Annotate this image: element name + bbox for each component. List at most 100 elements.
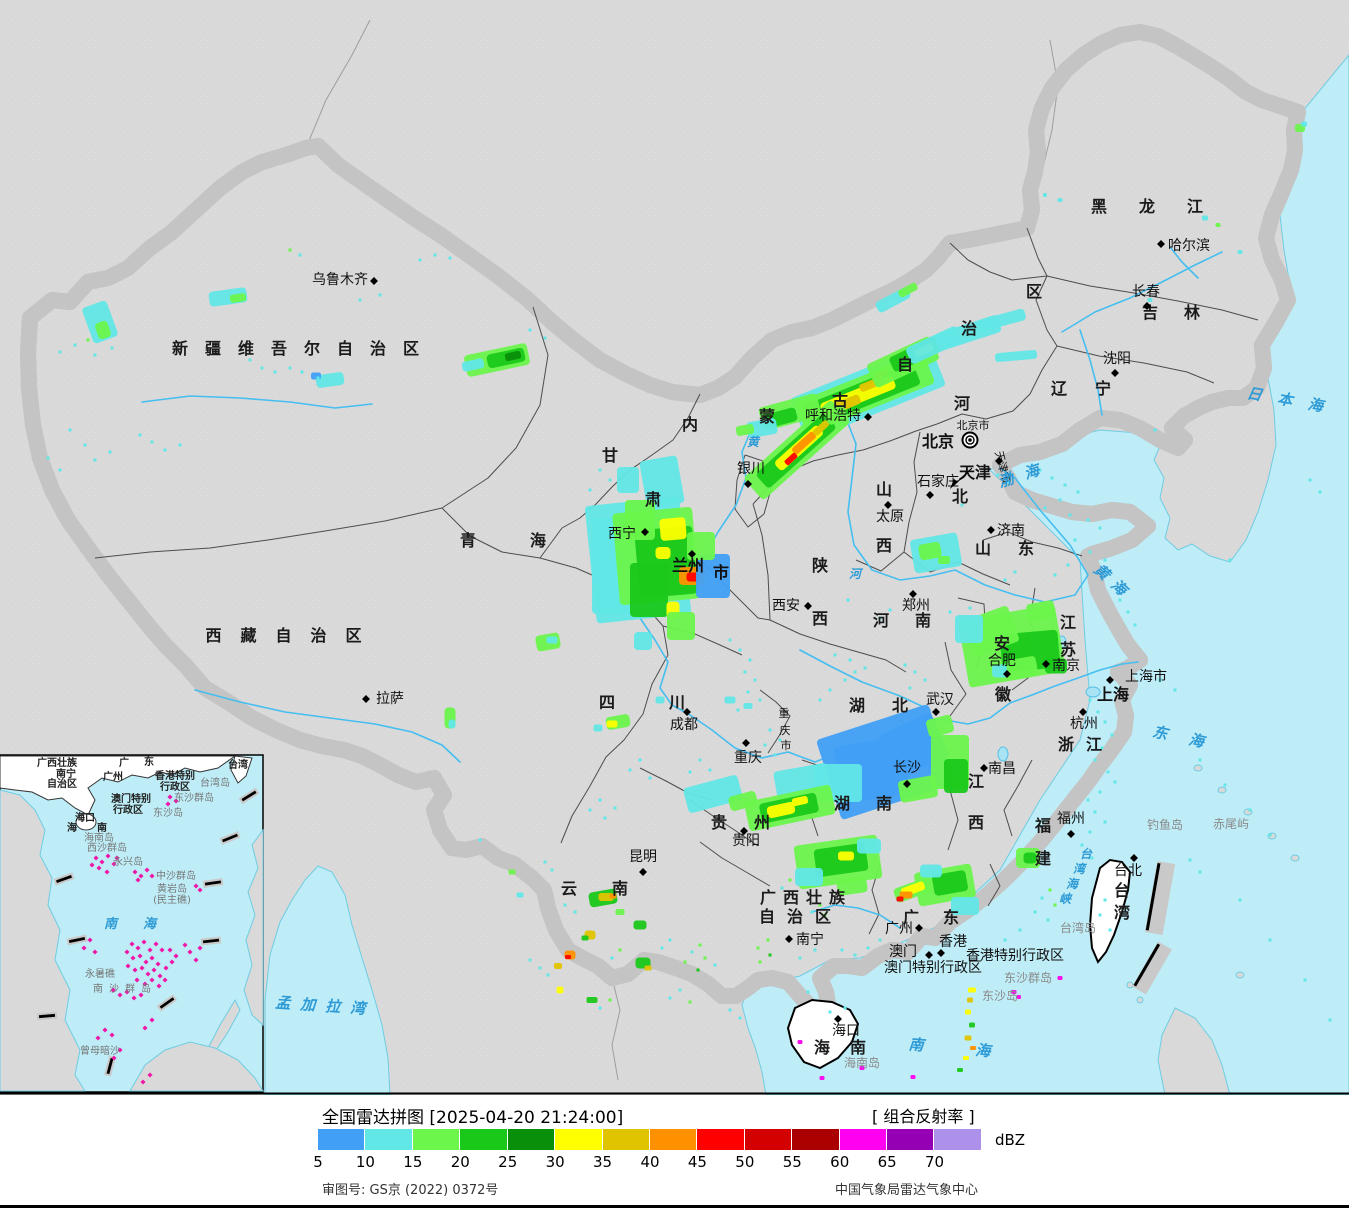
map-label: 石家庄 [917, 473, 959, 490]
radar-speckle [178, 443, 182, 447]
radar-speckle [648, 776, 652, 780]
radar-cell [639, 455, 685, 509]
radar-cell [735, 424, 755, 436]
radar-speckle [668, 996, 672, 1000]
map-label: 徽 [994, 685, 1012, 704]
radar-speckle [1090, 856, 1094, 860]
radar-speckle [1268, 938, 1272, 942]
sea-bay-of-bengal [264, 865, 391, 1096]
radar-speckle [1318, 490, 1322, 494]
radar-speckle [93, 458, 97, 462]
city-marker [362, 695, 370, 703]
radar-speckle [546, 973, 550, 977]
radar-speckle [878, 616, 882, 620]
map-label: 济南 [997, 523, 1025, 539]
radar-speckle [713, 963, 717, 967]
map-label: 江 [1060, 613, 1076, 632]
map-label: 长春 [1132, 284, 1160, 300]
taiwan-island [1088, 858, 1132, 964]
map-label: 肃 [645, 490, 661, 509]
inset-china-coast [0, 755, 237, 816]
radar-cell [683, 775, 743, 813]
radar-speckle [806, 990, 810, 994]
radar-cell [836, 876, 868, 896]
dbz-colorbar [318, 1129, 982, 1150]
radar-speckle [908, 686, 912, 690]
colorbar-cell-65 [887, 1129, 935, 1150]
radar-cell [1023, 852, 1037, 864]
radar-cell [898, 282, 918, 298]
radar-speckle [773, 753, 777, 757]
radar-cell [315, 372, 345, 388]
radar-cell [1202, 215, 1208, 221]
radar-speckle [563, 903, 567, 907]
radar-speckle [598, 1006, 602, 1010]
radar-speckle [738, 648, 742, 652]
radar-speckle [690, 950, 694, 954]
map-label: 赤尾屿 [1213, 817, 1249, 831]
radar-speckle [1103, 820, 1107, 824]
map-label: 内 [682, 415, 698, 434]
radar-speckle [743, 670, 747, 674]
map-label: 上海市 [1125, 668, 1167, 685]
radar-speckle [1013, 570, 1017, 574]
radar-speckle [1003, 938, 1007, 942]
map-label: 东沙岛 [982, 988, 1018, 1003]
radar-cell [461, 358, 485, 372]
radar-cell [1147, 298, 1153, 302]
dbz-tick-labels: 5 10 15 20 25 30 35 40 45 50 55 60 65 70 [313, 1153, 1018, 1171]
map-label: 沈阳 [1103, 351, 1131, 367]
inset-philippines [243, 828, 264, 1027]
map-label: 西安 [772, 598, 800, 614]
radar-speckle [1033, 910, 1037, 914]
radar-speckle [603, 816, 607, 820]
radar-cell [825, 405, 847, 425]
map-label: 南 [97, 821, 107, 834]
map-label: 上海 [1097, 685, 1129, 704]
radar-speckle [150, 440, 154, 444]
dash-segment [222, 833, 238, 843]
radar-speckle [683, 960, 687, 964]
radar-speckle [833, 653, 837, 657]
tick-25: 25 [498, 1153, 518, 1171]
radar-speckle [163, 448, 167, 452]
map-label: 合肥 [988, 653, 1016, 669]
map-label: 市 [713, 563, 729, 582]
radar-speckle [1003, 578, 1007, 582]
island-marker [109, 1032, 115, 1038]
map-label: 东 [144, 755, 154, 768]
map-label: 台 [1080, 847, 1093, 861]
radar-cell [1301, 121, 1307, 127]
radar-cell [617, 467, 639, 493]
radar-speckle [1228, 558, 1232, 562]
radar-speckle [1050, 476, 1054, 480]
radar-speckle [543, 860, 547, 864]
colorbar-cell-45 [697, 1129, 745, 1150]
radar-speckle [1198, 758, 1202, 762]
radar-cell [859, 1066, 865, 1070]
radar-cell [857, 838, 881, 854]
radar-speckle [248, 358, 252, 362]
radar-speckle [1058, 498, 1062, 502]
colorbar-cell-50 [744, 1129, 793, 1150]
radar-speckle [628, 768, 632, 772]
radar-speckle [608, 478, 612, 482]
radar-cell [1017, 995, 1021, 999]
map-label: 长沙 [893, 760, 921, 776]
map-label: 南宁 [56, 767, 76, 780]
radar-speckle [1088, 830, 1092, 834]
tick-10: 10 [355, 1153, 375, 1171]
radar-speckle [708, 768, 712, 772]
radar-speckle [1006, 480, 1010, 484]
colorbar-cell-15 [412, 1129, 461, 1150]
map-label: 武汉 [926, 692, 954, 708]
radar-speckle [903, 663, 907, 667]
radar-speckle [1158, 678, 1162, 682]
map-label: 澳门特别 [111, 792, 151, 805]
radar-speckle [660, 946, 664, 950]
map-label: 西 [812, 609, 828, 628]
map-label: 澳门 [889, 944, 917, 960]
dash-segment [202, 938, 220, 944]
radar-speckle [1118, 598, 1122, 602]
